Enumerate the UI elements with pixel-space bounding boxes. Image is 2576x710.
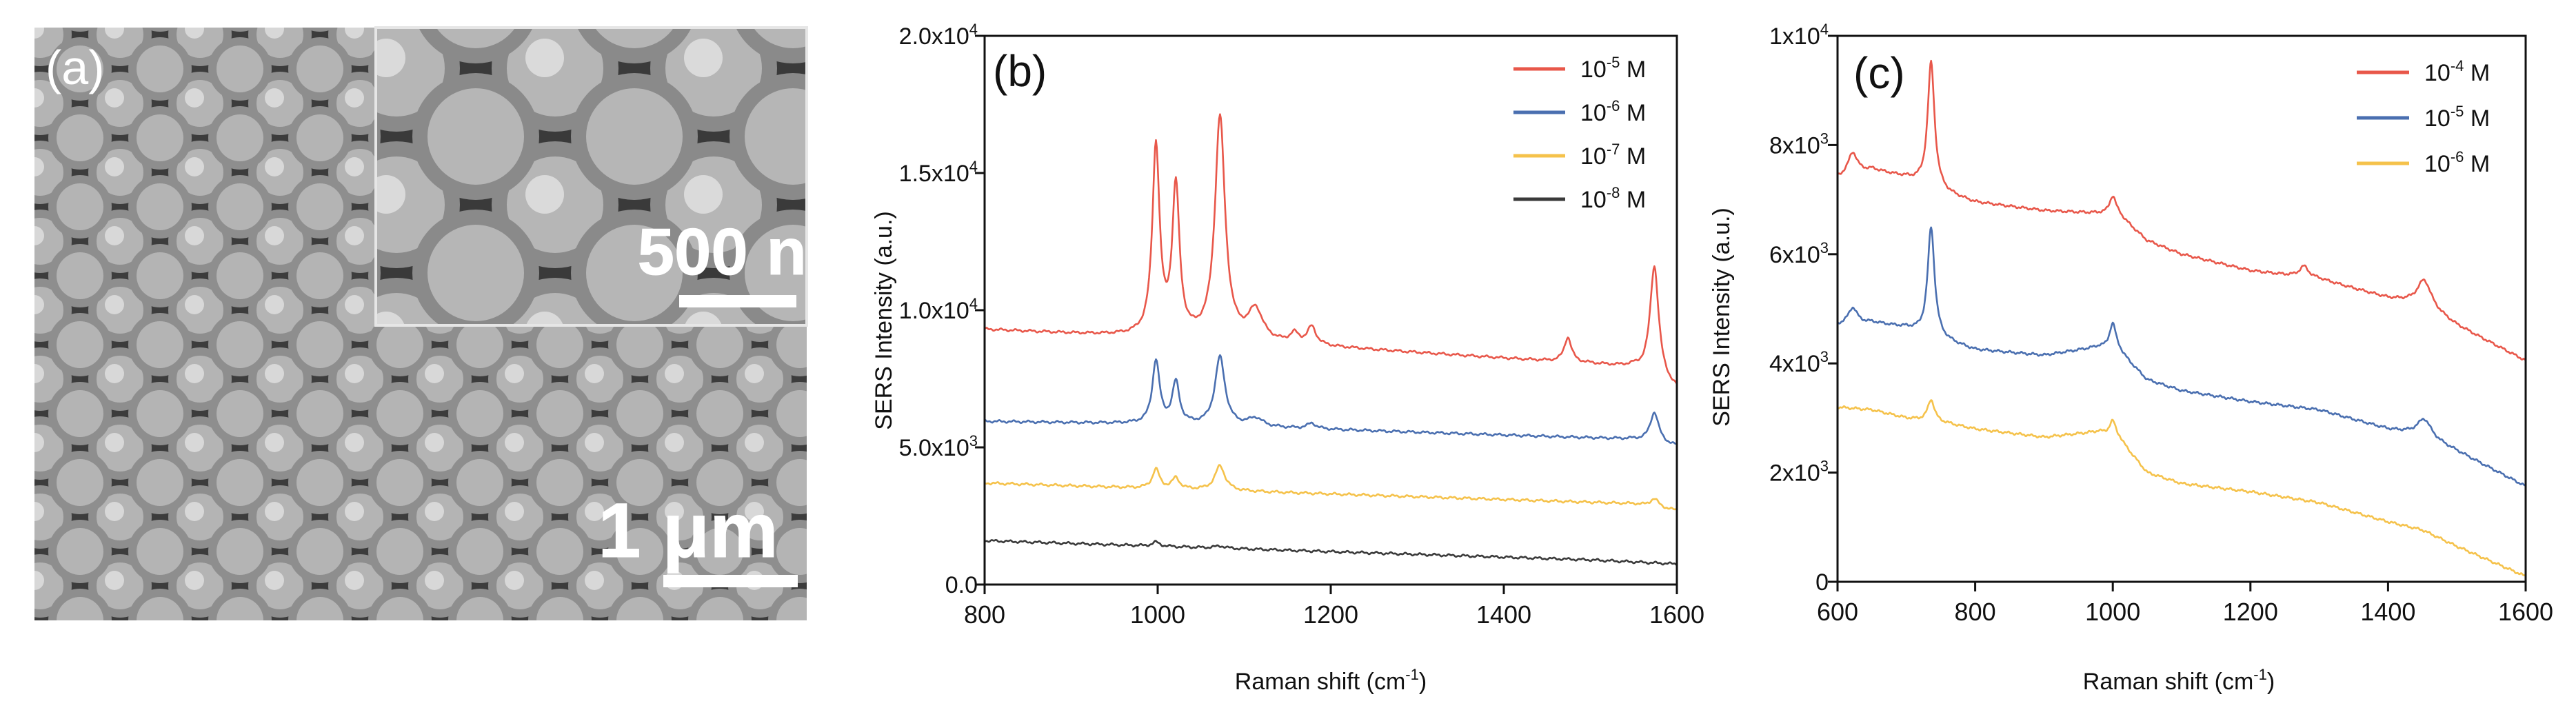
chart-c-ytick-label-2: 4x103 xyxy=(1769,348,1829,377)
chart-c-ytick-label-5: 1x104 xyxy=(1769,21,1829,50)
main-scale-label: 1 μm xyxy=(598,487,778,574)
chart-b-panel-label: (b) xyxy=(993,46,1047,96)
chart-c: SERS Intensity (a.u.) 0 2x103 4x103 6x103 8x… xyxy=(1709,21,2553,695)
chart-c-frame xyxy=(1836,34,2527,583)
chart-c-xtick-label-3: 1200 xyxy=(2223,598,2278,626)
chart-b-xtick-label-4: 1600 xyxy=(1649,600,1704,629)
chart-c-series xyxy=(1837,59,2526,577)
chart-b-ytick-label-1: 5.0x103 xyxy=(899,432,978,461)
sem-inset xyxy=(374,26,808,327)
chart-b-series-line-2 xyxy=(984,464,1678,511)
chart-b-ytick-label-2: 1.0x104 xyxy=(899,295,978,324)
chart-c-panel-label: (c) xyxy=(1853,48,1905,98)
chart-c-legend: 10-4 M 10-5 M 10-6 M xyxy=(2357,57,2490,177)
chart-b-xlabel: Raman shift (cm-1) xyxy=(1235,666,1427,695)
chart-b-series-line-1 xyxy=(984,354,1678,445)
chart-c-xtick-label-0: 600 xyxy=(1817,598,1858,626)
chart-b-xtick-label-3: 1400 xyxy=(1476,600,1531,629)
chart-b-legend-label-1: 10-6 M xyxy=(1580,97,1646,126)
chart-c-xlabel: Raman shift (cm-1) xyxy=(2083,666,2275,695)
chart-c-ytick-label-0: 0 xyxy=(1815,569,1829,596)
chart-c-ylabels: 0 2x103 4x103 6x103 8x103 1x104 xyxy=(1769,21,1829,596)
chart-b-xlabels: 800 1000 1200 1400 1600 xyxy=(964,600,1704,629)
chart-c-xlabels: 600 800 1000 1200 1400 1600 xyxy=(1817,598,2553,626)
chart-b-legend-label-0: 10-5 M xyxy=(1580,54,1646,83)
chart-c-xtick-label-2: 1000 xyxy=(2085,598,2140,626)
chart-b-xtick-label-2: 1200 xyxy=(1303,600,1358,629)
main-scale-bar xyxy=(663,575,798,587)
chart-b-series-line-3 xyxy=(984,538,1678,567)
chart-b-ytick-label-3: 1.5x104 xyxy=(899,158,978,187)
inset-scale-bar xyxy=(679,295,796,307)
chart-c-series-line-0 xyxy=(1837,59,2526,361)
chart-b-legend-label-3: 10-8 M xyxy=(1580,184,1646,213)
chart-b-xtick-label-0: 800 xyxy=(964,600,1005,629)
chart-c-ytick-label-3: 6x103 xyxy=(1769,239,1829,268)
chart-c-ytick-label-1: 2x103 xyxy=(1769,458,1829,487)
chart-b-legend: 10-5 M 10-6 M 10-7 M 10-8 M xyxy=(1513,54,1646,213)
chart-b-series xyxy=(984,113,1678,567)
chart-b-legend-label-2: 10-7 M xyxy=(1580,141,1646,170)
chart-b-ytick-label-0: 0.0 xyxy=(945,572,978,598)
chart-b-ylabel: SERS Intensity (a.u.) xyxy=(871,211,897,429)
chart-c-xtick-label-4: 1400 xyxy=(2360,598,2415,626)
chart-b-xtick-label-1: 1000 xyxy=(1130,600,1185,629)
chart-b-ylabels: 0.0 5.0x103 1.0x104 1.5x104 2.0x104 xyxy=(899,21,978,598)
panel-a-label: (a) xyxy=(46,41,105,94)
chart-c-legend-label-0: 10-4 M xyxy=(2424,57,2490,86)
inset-scale-label: 500 nm xyxy=(638,215,866,289)
chart-c-xtick-label-5: 1600 xyxy=(2498,598,2553,626)
chart-c-ticks xyxy=(1828,34,2527,591)
chart-c-ytick-label-4: 8x103 xyxy=(1769,130,1829,159)
chart-b-ytick-label-4: 2.0x104 xyxy=(899,21,978,50)
chart-c-legend-label-2: 10-6 M xyxy=(2424,148,2490,177)
panel-a: (a) 500 nm 1 μm xyxy=(34,26,866,620)
chart-b-series-line-0 xyxy=(984,113,1678,385)
chart-c-ylabel: SERS Intensity (a.u.) xyxy=(1709,207,1735,426)
chart-c-legend-label-1: 10-5 M xyxy=(2424,103,2490,132)
chart-c-series-line-2 xyxy=(1837,399,2526,577)
chart-b: SERS Intensity (a.u.) 0.0 5.0x103 1.0x104 1… xyxy=(871,21,1704,695)
chart-b-ticks xyxy=(975,34,1678,594)
chart-c-series-line-1 xyxy=(1837,226,2526,487)
chart-c-xtick-label-1: 800 xyxy=(1955,598,1996,626)
